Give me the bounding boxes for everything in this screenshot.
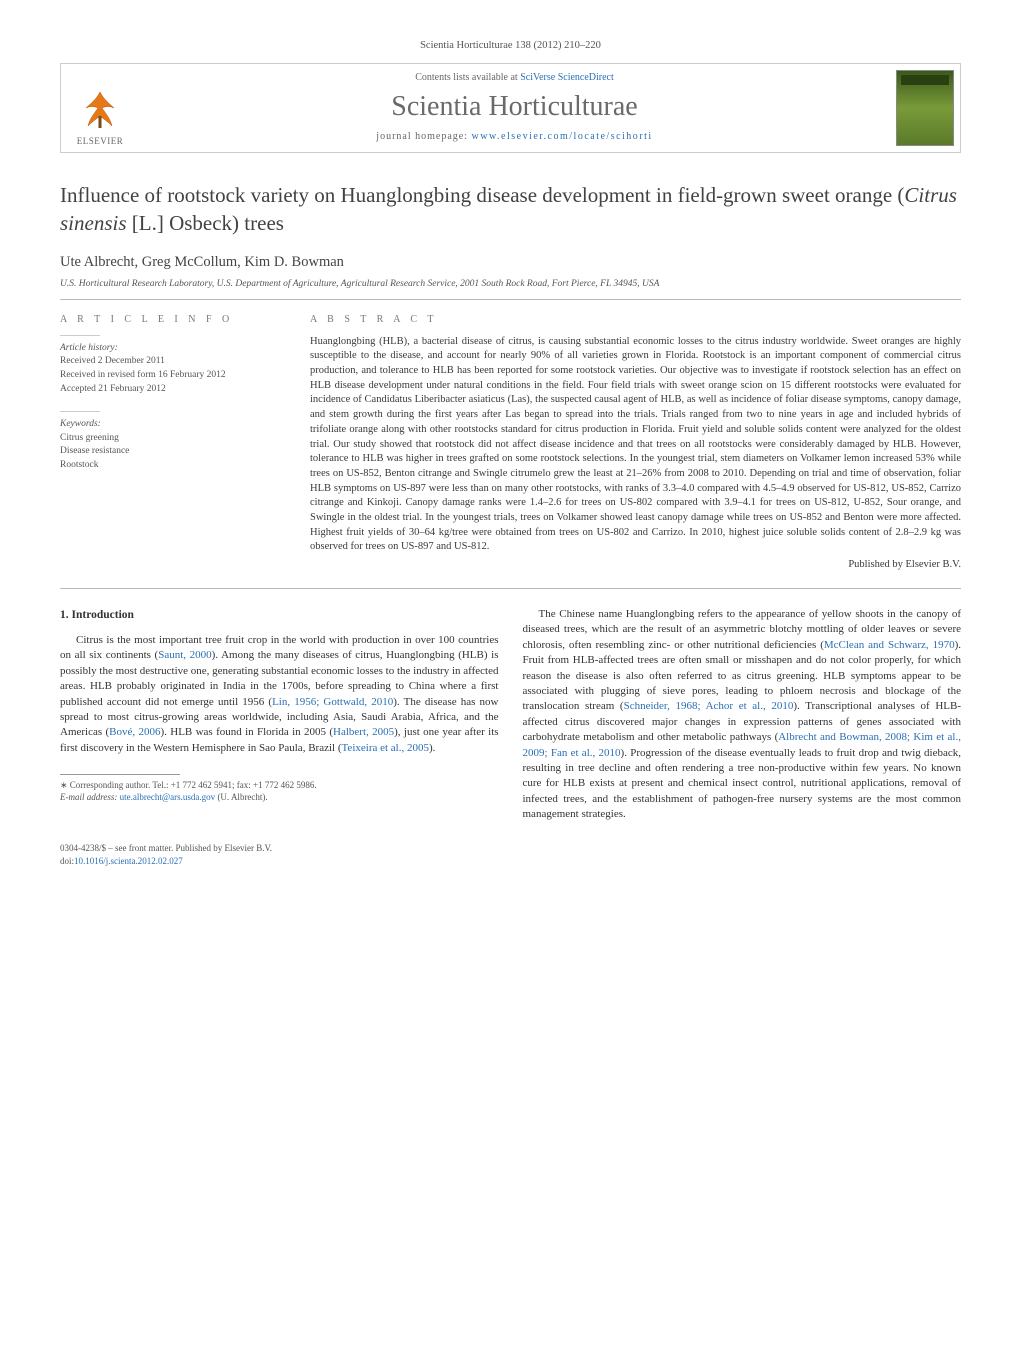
mini-rule: [60, 335, 100, 336]
keyword-item: Citrus greening: [60, 432, 280, 446]
homepage-prefix: journal homepage:: [376, 131, 471, 142]
meta-abstract-row: A R T I C L E I N F O Article history: R…: [60, 314, 961, 570]
journal-reference: Scientia Horticulturae 138 (2012) 210–22…: [60, 40, 961, 51]
keywords-label: Keywords:: [60, 418, 280, 432]
publisher-label: ELSEVIER: [77, 136, 124, 146]
article-info-column: A R T I C L E I N F O Article history: R…: [60, 314, 280, 570]
abstract-text: Huanglongbing (HLB), a bacterial disease…: [310, 335, 961, 555]
journal-header-box: ELSEVIER Contents lists available at Sci…: [60, 63, 961, 153]
contents-available-line: Contents lists available at SciVerse Sci…: [139, 72, 890, 83]
intro-paragraph-2: The Chinese name Huanglongbing refers to…: [523, 607, 962, 822]
keyword-item: Disease resistance: [60, 445, 280, 459]
publisher-logo-cell: ELSEVIER: [61, 64, 139, 152]
history-accepted: Accepted 21 February 2012: [60, 383, 280, 397]
journal-homepage-link[interactable]: www.elsevier.com/locate/scihorti: [472, 131, 653, 142]
history-label: Article history:: [60, 342, 280, 356]
author-affiliation: U.S. Horticultural Research Laboratory, …: [60, 279, 961, 289]
history-received: Received 2 December 2011: [60, 355, 280, 369]
citation-link[interactable]: Teixeira et al., 2005: [341, 742, 429, 754]
header-center: Contents lists available at SciVerse Sci…: [139, 64, 890, 152]
journal-cover-cell: [890, 64, 960, 152]
title-part-pre: Influence of rootstock variety on Huangl…: [60, 183, 904, 207]
corresponding-author-footnote: ∗ Corresponding author. Tel.: +1 772 462…: [60, 779, 499, 803]
footnote-rule: [60, 774, 180, 775]
citation-link[interactable]: Lin, 1956; Gottwald, 2010: [272, 696, 393, 708]
intro-paragraph-1: Citrus is the most important tree fruit …: [60, 633, 499, 756]
mini-rule: [60, 411, 100, 412]
history-revised: Received in revised form 16 February 201…: [60, 369, 280, 383]
citation-link[interactable]: Schneider, 1968; Achor et al., 2010: [624, 700, 794, 712]
journal-homepage-line: journal homepage: www.elsevier.com/locat…: [139, 131, 890, 142]
citation-link[interactable]: McClean and Schwarz, 1970: [824, 639, 955, 651]
abstract-column: A B S T R A C T Huanglongbing (HLB), a b…: [310, 314, 961, 570]
abstract-heading: A B S T R A C T: [310, 314, 961, 325]
doi-label: doi:: [60, 856, 74, 866]
article-history-block: Article history: Received 2 December 201…: [60, 342, 280, 397]
contents-prefix: Contents lists available at: [415, 72, 520, 83]
citation-link[interactable]: Bové, 2006: [109, 726, 160, 738]
divider-rule: [60, 299, 961, 300]
title-part-post: [L.] Osbeck) trees: [127, 211, 284, 235]
journal-cover-thumbnail: [896, 70, 954, 146]
issn-line: 0304-4238/$ – see front matter. Publishe…: [60, 842, 961, 854]
doi-line: doi:10.1016/j.scienta.2012.02.027: [60, 855, 961, 867]
author-email-link[interactable]: ute.albrecht@ars.usda.gov: [120, 792, 216, 802]
doi-link[interactable]: 10.1016/j.scienta.2012.02.027: [74, 856, 183, 866]
text-run: ). HLB was found in Florida in 2005 (: [161, 726, 334, 738]
article-title: Influence of rootstock variety on Huangl…: [60, 181, 961, 238]
author-list: Ute Albrecht, Greg McCollum, Kim D. Bowm…: [60, 254, 961, 271]
email-label: E-mail address:: [60, 792, 120, 802]
journal-title: Scientia Horticulturae: [139, 91, 890, 123]
corresponding-line: ∗ Corresponding author. Tel.: +1 772 462…: [60, 779, 499, 791]
text-run: ).: [429, 742, 435, 754]
article-info-heading: A R T I C L E I N F O: [60, 314, 280, 325]
body-column-right: The Chinese name Huanglongbing refers to…: [523, 607, 962, 822]
email-line: E-mail address: ute.albrecht@ars.usda.go…: [60, 791, 499, 803]
keywords-block: Keywords: Citrus greening Disease resist…: [60, 418, 280, 473]
publisher-copyright: Published by Elsevier B.V.: [310, 559, 961, 570]
sciencedirect-link[interactable]: SciVerse ScienceDirect: [520, 72, 614, 83]
page-footer: 0304-4238/$ – see front matter. Publishe…: [60, 842, 961, 866]
body-two-column: 1. Introduction Citrus is the most impor…: [60, 607, 961, 822]
divider-rule: [60, 588, 961, 589]
elsevier-tree-icon: [76, 86, 124, 134]
email-suffix: (U. Albrecht).: [215, 792, 267, 802]
body-column-left: 1. Introduction Citrus is the most impor…: [60, 607, 499, 822]
citation-link[interactable]: Saunt, 2000: [158, 649, 211, 661]
keyword-item: Rootstock: [60, 459, 280, 473]
citation-link[interactable]: Halbert, 2005: [333, 726, 394, 738]
section-heading-introduction: 1. Introduction: [60, 607, 499, 623]
